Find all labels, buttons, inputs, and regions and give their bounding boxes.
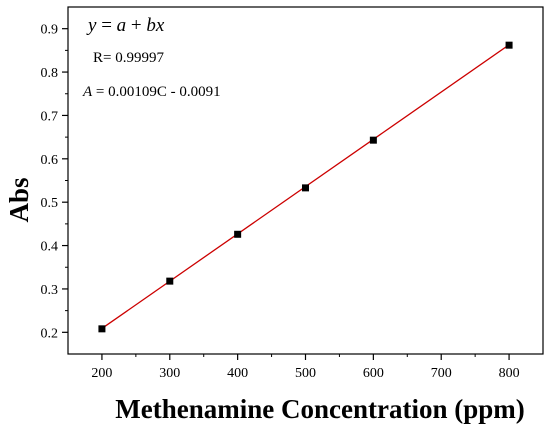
x-tick-label: 600 — [363, 366, 384, 381]
data-point — [505, 41, 513, 49]
y-tick-label: 0.8 — [41, 66, 59, 81]
y-tick-label: 0.9 — [41, 23, 59, 38]
y-axis-title: Abs — [4, 177, 34, 222]
x-tick-label: 500 — [295, 366, 316, 381]
model-equals: = — [96, 15, 116, 36]
model-equation: y = a + bx — [86, 15, 165, 36]
model-a: a — [117, 15, 127, 36]
data-point — [98, 325, 106, 333]
x-tick-label: 400 — [227, 366, 248, 381]
model-plus: + — [126, 15, 146, 36]
x-tick-label: 700 — [431, 366, 452, 381]
calibration-equation: A = 0.00109C - 0.0091 — [82, 84, 221, 100]
data-point — [302, 184, 309, 192]
y-tick-label: 0.7 — [41, 109, 59, 124]
x-tick-label: 800 — [499, 366, 520, 381]
data-point — [234, 230, 242, 238]
data-point — [166, 277, 174, 285]
x-tick-label: 300 — [159, 366, 180, 381]
data-point — [369, 136, 377, 144]
y-tick-label: 0.3 — [41, 283, 59, 298]
y-tick-label: 0.6 — [41, 153, 59, 168]
y-tick-label: 0.2 — [41, 326, 59, 341]
y-tick-label: 0.5 — [41, 196, 59, 211]
equation-rest: = 0.00109C - 0.0091 — [92, 84, 220, 100]
y-tick-label: 0.4 — [41, 240, 59, 255]
x-tick-label: 200 — [91, 366, 112, 381]
data-points — [98, 41, 513, 333]
axis-ticks: 200 300 400 500 600 700 800 0.2 0.3 0.4 0.5 0.6 0.7 0… — [41, 23, 520, 381]
x-axis-title: Methenamine Concentration (ppm) — [115, 394, 524, 424]
r-value-label: R= 0.99997 — [93, 50, 164, 66]
equation-var: A — [82, 84, 93, 100]
model-y: y — [86, 15, 97, 36]
model-bx: bx — [146, 15, 165, 36]
